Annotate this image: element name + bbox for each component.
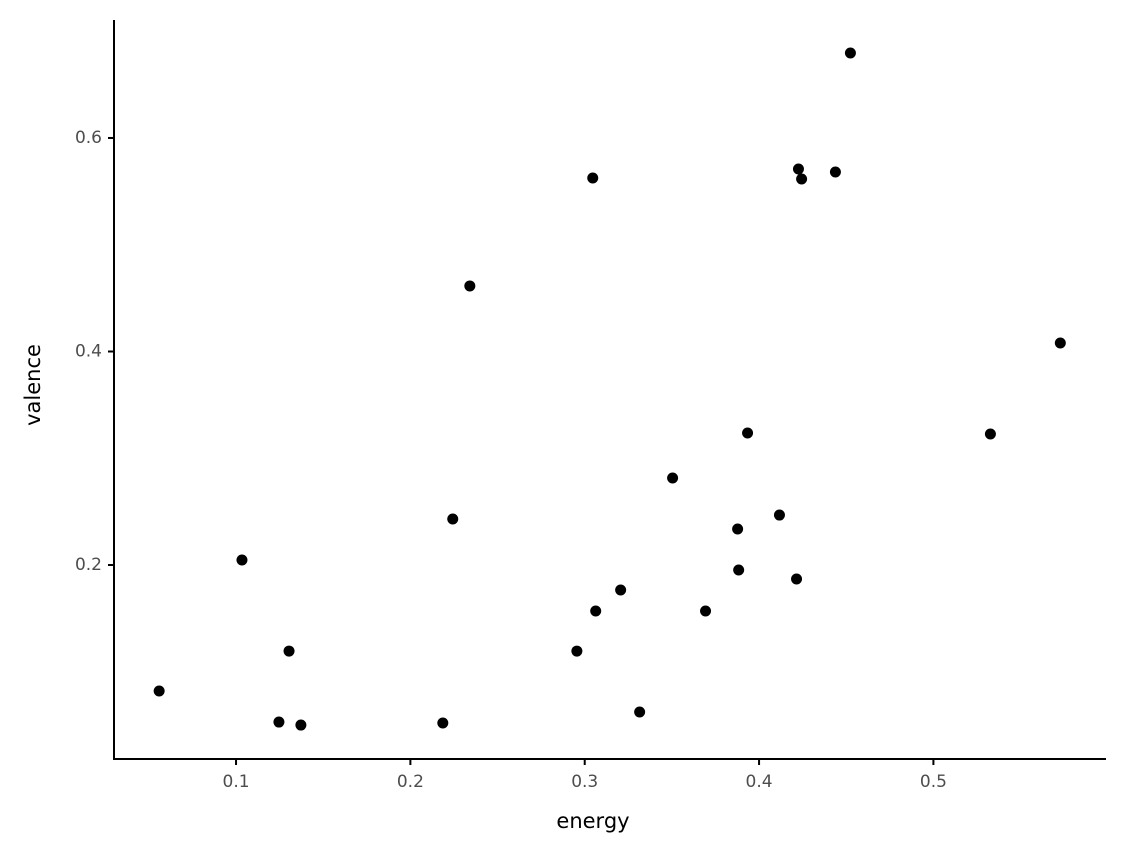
point <box>791 573 803 585</box>
x-tick-label: 0.1 <box>223 772 250 792</box>
point <box>295 719 307 731</box>
point <box>792 163 804 175</box>
point <box>700 605 712 617</box>
y-tick-label: 0.2 <box>75 555 102 575</box>
point <box>634 706 646 718</box>
point <box>732 523 744 535</box>
point <box>153 685 165 697</box>
point <box>844 47 856 59</box>
point <box>773 509 785 521</box>
x-tick-label: 0.5 <box>920 772 947 792</box>
x-tick-label: 0.3 <box>571 772 598 792</box>
point <box>615 584 627 596</box>
point <box>273 716 285 728</box>
x-tick-label: 0.4 <box>746 772 773 792</box>
point <box>733 564 745 576</box>
y-axis-label: valence <box>21 344 45 426</box>
point <box>283 645 295 657</box>
x-tick-label: 0.2 <box>397 772 424 792</box>
x-axis-label: energy <box>556 809 629 833</box>
point <box>236 554 248 566</box>
point <box>1054 337 1066 349</box>
point <box>587 172 599 184</box>
point <box>742 427 754 439</box>
y-tick-label: 0.6 <box>75 128 102 148</box>
point <box>667 472 679 484</box>
point <box>437 717 449 729</box>
point <box>796 173 808 185</box>
point <box>464 280 476 292</box>
point <box>447 513 459 525</box>
y-tick-label: 0.4 <box>75 341 102 361</box>
point <box>984 428 996 440</box>
point <box>571 645 583 657</box>
point <box>590 605 602 617</box>
point <box>829 166 841 178</box>
